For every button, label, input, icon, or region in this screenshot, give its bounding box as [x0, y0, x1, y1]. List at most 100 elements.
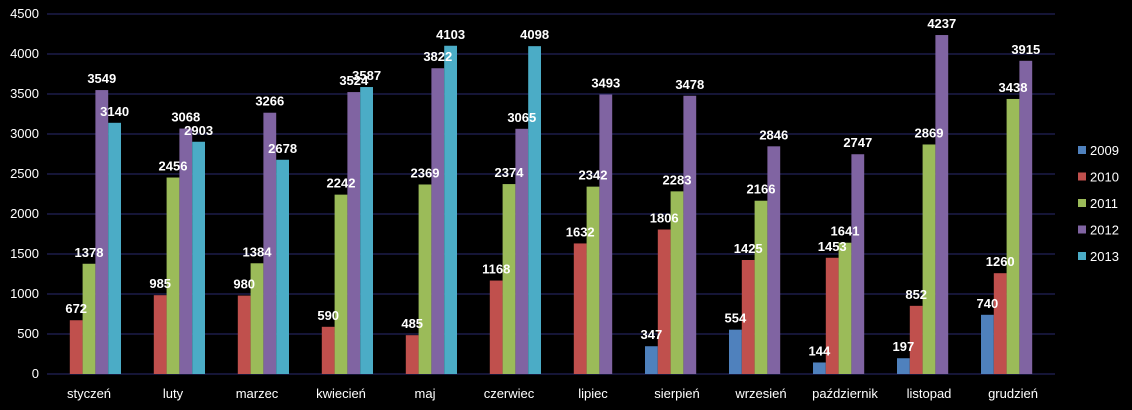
legend-label: 2011 [1090, 196, 1118, 211]
bar-2012-5 [515, 128, 529, 374]
bar-2010-10 [909, 305, 923, 374]
legend-swatch [1078, 252, 1086, 260]
y-tick-label: 4000 [10, 46, 39, 61]
x-category-label: kwiecień [316, 386, 366, 401]
bar-2012-7 [683, 95, 697, 374]
bar-2010-4 [405, 335, 419, 374]
bar-2012-1 [179, 128, 193, 374]
x-axis-categories: styczeń luty marzec kwiecień maj czerwiec lipi… [67, 386, 1038, 401]
bar-2009-8 [729, 329, 742, 374]
bar-2009-11 [981, 314, 994, 374]
legend: 2009 2010 2011 2012 2013 [1078, 143, 1119, 264]
data-label: 3140 [100, 104, 129, 119]
bar-2011-2 [250, 263, 264, 374]
bar-2011-11 [1006, 98, 1020, 375]
data-label: 3266 [255, 94, 284, 109]
bar-2011-3 [334, 194, 348, 374]
bar-2010-8 [741, 260, 755, 374]
bar-2010-2 [237, 295, 251, 374]
data-label: 1384 [243, 244, 273, 259]
data-label: 3065 [507, 110, 536, 125]
x-category-label: marzec [236, 386, 279, 401]
x-category-label: październik [812, 386, 878, 401]
data-label: 3822 [423, 49, 452, 64]
y-tick-label: 1500 [10, 246, 39, 261]
data-label: 2869 [915, 125, 944, 140]
y-tick-label: 2500 [10, 166, 39, 181]
data-label: 1641 [831, 224, 860, 239]
data-label: 980 [233, 277, 255, 292]
bar-2013-3 [360, 87, 373, 374]
bar-2010-7 [657, 229, 671, 374]
bar-2012-3 [347, 92, 361, 374]
bar-2010-5 [489, 280, 503, 374]
data-label: 3915 [1011, 42, 1040, 57]
bar-2012-9 [851, 154, 865, 374]
bar-2011-8 [754, 200, 768, 374]
data-label: 1806 [650, 211, 679, 226]
data-label: 2374 [495, 165, 525, 180]
data-label: 2369 [411, 165, 440, 180]
y-axis-ticks: 0 500 1000 1500 2000 2500 3000 3500 4000 4500 [10, 6, 39, 381]
x-category-label: luty [163, 386, 184, 401]
legend-swatch [1078, 225, 1086, 234]
bar-2010-6 [573, 243, 587, 374]
data-label: 1453 [818, 239, 847, 254]
data-label: 347 [641, 327, 663, 342]
bar-2012-0 [95, 90, 109, 374]
data-label: 4098 [520, 27, 549, 42]
legend-label: 2010 [1090, 170, 1119, 185]
bar-2010-11 [993, 273, 1007, 374]
data-label: 3478 [675, 77, 704, 92]
bar-2011-0 [82, 263, 96, 374]
y-tick-label: 2000 [10, 206, 39, 221]
bars [69, 35, 1033, 375]
data-label: 3549 [87, 71, 116, 86]
data-label: 2166 [747, 182, 776, 197]
legend-label: 2012 [1090, 223, 1119, 238]
data-label: 3524 [339, 73, 369, 88]
bar-2011-5 [502, 184, 516, 374]
bar-2012-11 [1019, 60, 1033, 375]
bar-2013-1 [192, 141, 205, 374]
bar-2010-1 [153, 295, 167, 374]
data-label: 1260 [986, 254, 1015, 269]
data-label: 2456 [159, 159, 188, 174]
bar-2013-0 [108, 122, 121, 374]
x-category-label: styczeń [67, 386, 111, 401]
y-tick-label: 3500 [10, 86, 39, 101]
bar-2011-6 [586, 186, 600, 374]
bar-2013-5 [528, 46, 541, 374]
bar-2009-10 [897, 358, 910, 374]
y-tick-label: 500 [17, 326, 39, 341]
bar-2010-3 [321, 326, 335, 374]
data-label: 1425 [734, 241, 763, 256]
x-category-label: maj [415, 386, 436, 401]
data-label: 2342 [579, 168, 608, 183]
data-label: 3068 [171, 110, 200, 125]
data-label: 4237 [927, 16, 956, 31]
bar-2011-4 [418, 184, 432, 374]
data-label: 1168 [482, 262, 510, 277]
data-label: 2846 [759, 127, 788, 142]
data-label: 197 [893, 339, 915, 354]
x-category-label: lipiec [578, 386, 608, 401]
data-label: 1632 [566, 224, 595, 239]
data-label: 2903 [184, 123, 213, 138]
bar-2009-7 [645, 346, 658, 374]
x-category-label: sierpień [654, 386, 700, 401]
gridlines [47, 13, 1055, 375]
data-label: 1378 [75, 245, 104, 260]
bar-2012-4 [431, 68, 445, 375]
data-label: 852 [905, 287, 927, 302]
data-label: 2283 [663, 172, 692, 187]
x-category-label: wrzesień [734, 386, 786, 401]
legend-swatch [1078, 146, 1086, 154]
data-label: 2678 [268, 141, 297, 156]
bar-2011-1 [166, 177, 180, 374]
x-category-label: listopad [907, 386, 952, 401]
bar-2011-7 [670, 191, 684, 374]
